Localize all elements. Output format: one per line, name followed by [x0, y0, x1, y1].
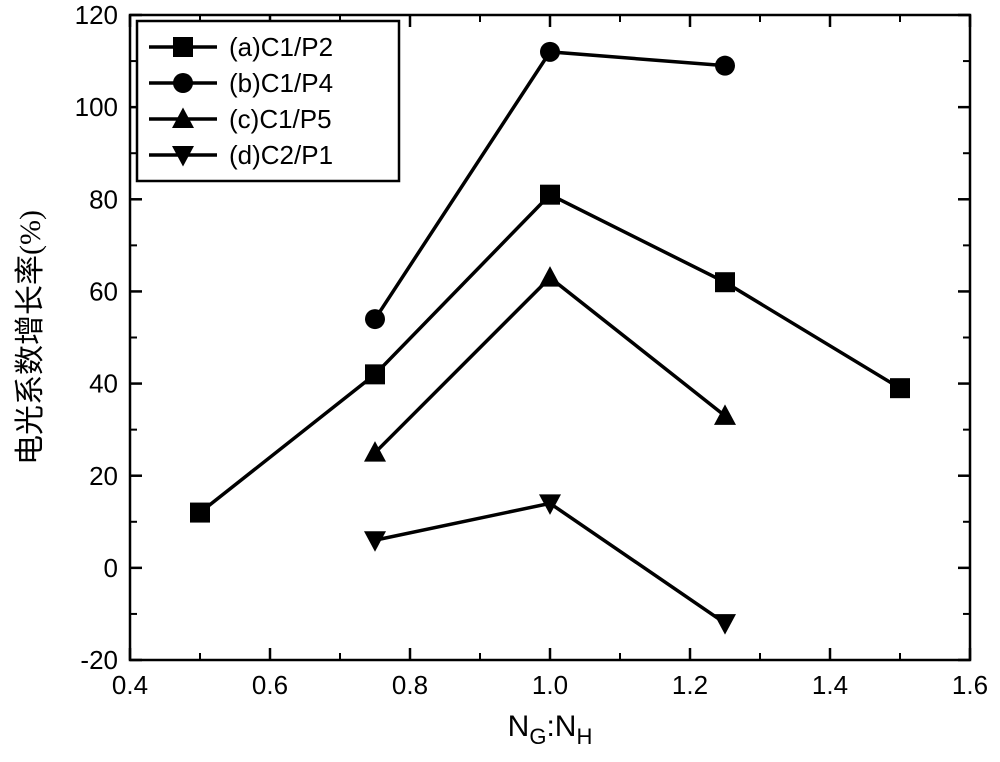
marker-square [540, 185, 560, 205]
marker-square [190, 503, 210, 523]
y-tick-label: 100 [75, 92, 118, 122]
legend-label-a: (a)C1/P2 [229, 32, 333, 62]
marker-square [890, 378, 910, 398]
marker-circle [540, 42, 560, 62]
y-tick-label: 40 [89, 369, 118, 399]
x-tick-label: 1.2 [672, 670, 708, 700]
x-tick-label: 0.8 [392, 670, 428, 700]
legend-label-d: (d)C2/P1 [229, 140, 333, 170]
y-axis-title: 电光系数增长率(%) [14, 210, 47, 465]
chart-svg: 0.40.60.81.01.21.41.6-20020406080100120N… [0, 0, 1000, 762]
y-tick-label: 20 [89, 461, 118, 491]
marker-circle [173, 73, 193, 93]
marker-square [365, 364, 385, 384]
x-tick-label: 1.0 [532, 670, 568, 700]
legend-label-c: (c)C1/P5 [229, 104, 332, 134]
x-tick-label: 1.4 [812, 670, 848, 700]
y-tick-label: 60 [89, 277, 118, 307]
legend-label-b: (b)C1/P4 [229, 68, 333, 98]
y-tick-label: 80 [89, 184, 118, 214]
marker-square [715, 272, 735, 292]
marker-square [173, 37, 193, 57]
marker-circle [365, 309, 385, 329]
chart-container: 0.40.60.81.01.21.41.6-20020406080100120N… [0, 0, 1000, 762]
y-tick-label: -20 [80, 645, 118, 675]
y-tick-label: 120 [75, 0, 118, 30]
y-tick-label: 0 [104, 553, 118, 583]
x-tick-label: 0.6 [252, 670, 288, 700]
x-tick-label: 1.6 [952, 670, 988, 700]
marker-circle [715, 56, 735, 76]
